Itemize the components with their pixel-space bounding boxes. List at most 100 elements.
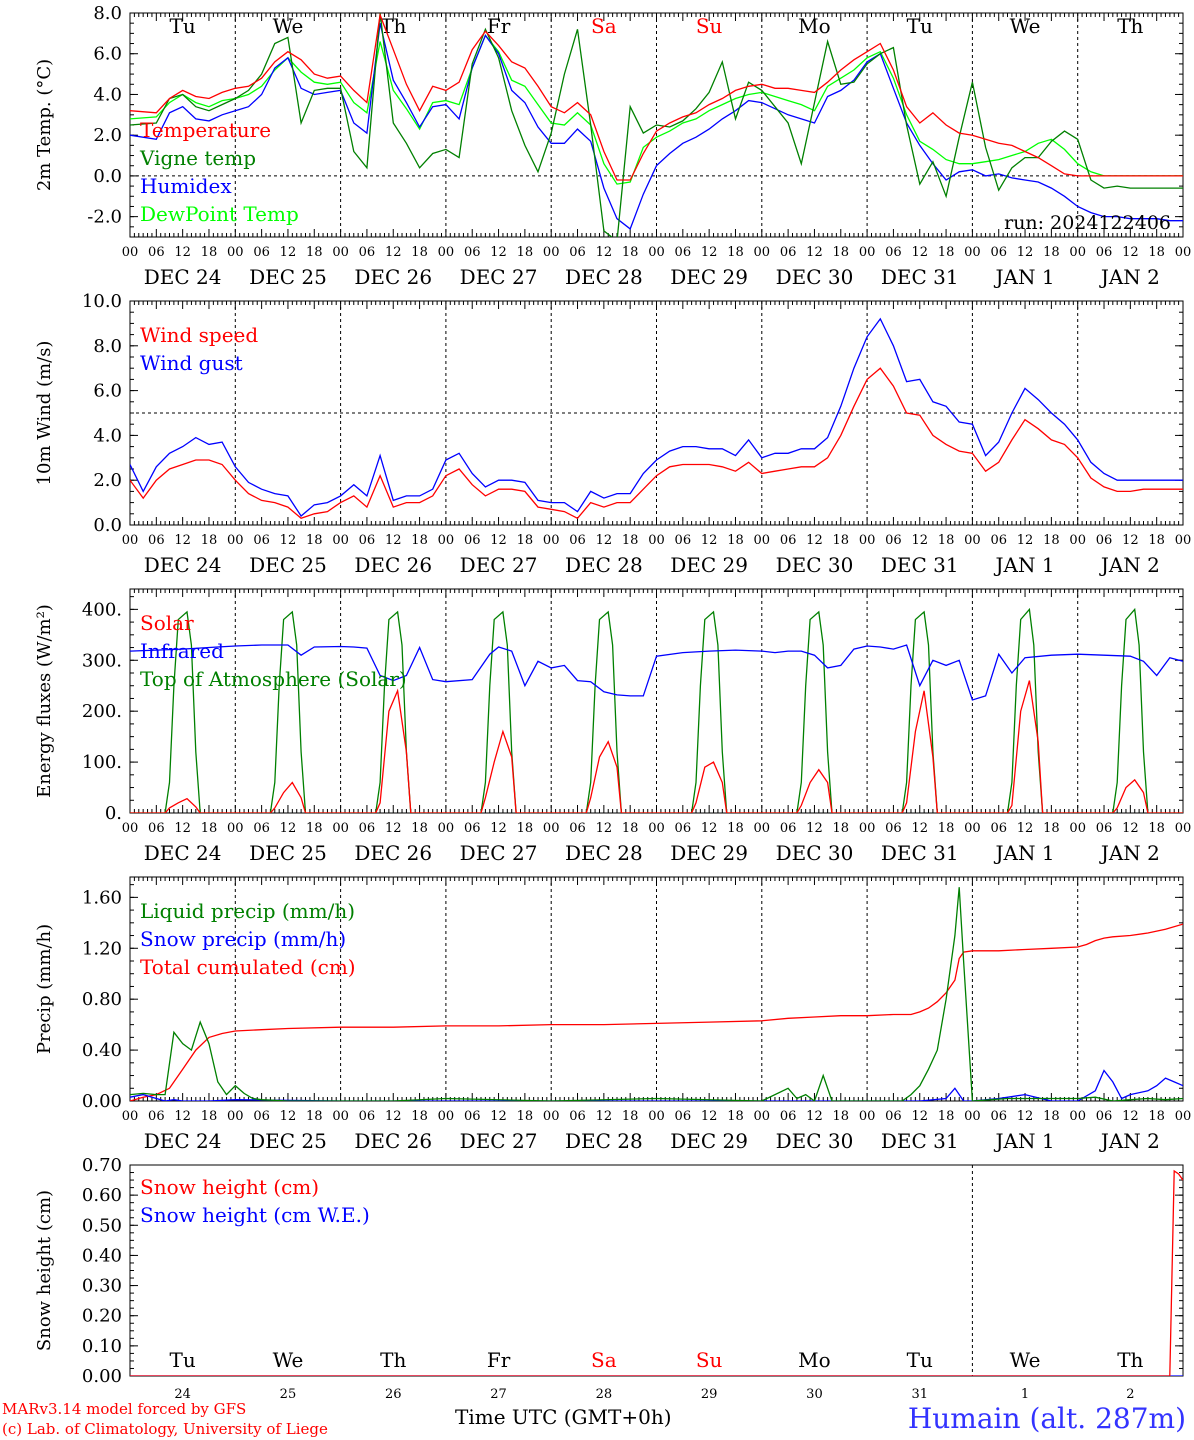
chart-panel-5: 0.70 0.60 0.50 0.40 0.30 0.20 0.10 0.00 Snow hei… (34, 1155, 1184, 1402)
hour-label: 00 (543, 245, 560, 260)
legend-entry: Humidex (140, 174, 232, 198)
series-line-infrared (130, 644, 1183, 701)
hour-label: 00 (332, 821, 349, 836)
hour-label: 12 (596, 1109, 613, 1124)
hour-label: 06 (359, 1109, 376, 1124)
hour-label: 00 (1175, 245, 1192, 260)
series-line-top-of-atmosphere-solar- (130, 607, 1183, 813)
series-line-dewpoint-temp (130, 34, 1183, 185)
hour-label: 06 (253, 1109, 270, 1124)
date-label: JAN 2 (1099, 265, 1160, 289)
hour-label: 00 (438, 1109, 455, 1124)
hour-label: 12 (1017, 1109, 1034, 1124)
station-name: Humain (alt. 287m) (907, 1402, 1186, 1435)
y-tick-label: 0. (105, 803, 122, 824)
series-line-humidex (130, 23, 1183, 230)
hour-label: 06 (464, 533, 481, 548)
hour-label: 12 (385, 821, 402, 836)
date-label: DEC 27 (460, 553, 538, 577)
hour-label: 18 (833, 245, 850, 260)
hour-label: 06 (780, 1109, 797, 1124)
y-tick-label: 0.60 (82, 1185, 122, 1206)
hour-label: 06 (1096, 245, 1113, 260)
legend-entry: Temperature (140, 118, 271, 142)
hour-label: 06 (359, 245, 376, 260)
hour-label: 00 (754, 533, 771, 548)
hour-label: 12 (174, 533, 191, 548)
hour-label: 18 (411, 245, 428, 260)
hour-label: 00 (332, 1109, 349, 1124)
y-tick-label: 1.60 (82, 887, 122, 908)
weekday-label: Fr (487, 14, 511, 38)
hour-label: 06 (990, 821, 1007, 836)
hour-label: 00 (438, 821, 455, 836)
date-label: DEC 30 (776, 1129, 854, 1153)
legend-entry: Total cumulated (cm) (140, 955, 356, 979)
hour-label: 00 (648, 1109, 665, 1124)
chart-panel-4: 1.60 1.20 0.80 0.40 0.00 Precip (mm/h) 00 06 12 1… (34, 876, 1191, 1153)
date-label: JAN 1 (994, 265, 1055, 289)
series-line-total-cumulated-cm- (130, 923, 1183, 1101)
date-label: JAN 1 (994, 1129, 1055, 1153)
hour-label: 00 (122, 821, 139, 836)
y-tick-label: 200. (82, 701, 122, 722)
y-tick-label: 2.0 (93, 125, 122, 146)
y-axis-label: 10m Wind (m/s) (34, 341, 55, 486)
day-number-label: 27 (490, 1387, 507, 1402)
hour-label: 12 (174, 245, 191, 260)
hour-label: 18 (201, 533, 218, 548)
hour-label: 12 (280, 533, 297, 548)
weekday-label: Sa (591, 1348, 617, 1372)
weekday-label: Su (696, 1348, 723, 1372)
hour-label: 12 (385, 533, 402, 548)
hour-label: 00 (122, 245, 139, 260)
series-line-wind-gust (130, 317, 1183, 517)
hour-label: 00 (1175, 821, 1192, 836)
day-number-label: 25 (280, 1387, 297, 1402)
hour-label: 18 (833, 821, 850, 836)
weekday-label: We (1010, 14, 1041, 38)
hour-label: 06 (253, 533, 270, 548)
y-tick-label: 0.0 (93, 515, 122, 536)
hour-label: 18 (938, 533, 955, 548)
hour-label: 00 (227, 533, 244, 548)
weekday-label: Su (696, 14, 723, 38)
date-label: DEC 30 (776, 553, 854, 577)
hour-label: 06 (990, 1109, 1007, 1124)
y-tick-label: 0.50 (82, 1215, 122, 1236)
day-number-label: 1 (1021, 1387, 1029, 1402)
date-label: DEC 25 (249, 1129, 327, 1153)
legend-entry: Wind gust (140, 351, 243, 375)
y-tick-label: 100. (82, 752, 122, 773)
hour-label: 00 (543, 821, 560, 836)
date-label: DEC 26 (354, 553, 432, 577)
hour-label: 18 (517, 245, 534, 260)
hour-label: 00 (859, 1109, 876, 1124)
y-axis-label: Precip (mm/h) (34, 924, 55, 1054)
date-label: DEC 24 (144, 265, 222, 289)
hour-label: 12 (911, 533, 928, 548)
hour-label: 18 (517, 1109, 534, 1124)
hour-label: 00 (964, 821, 981, 836)
hour-label: 18 (411, 1109, 428, 1124)
chart-panel-1: 8.0 6.0 4.0 2.0 0.0 -2.0 2m Temp. (°C) 00 06 12 18… (34, 3, 1191, 289)
hour-label: 12 (911, 1109, 928, 1124)
hour-label: 18 (201, 821, 218, 836)
hour-label: 06 (885, 245, 902, 260)
hour-label: 00 (964, 245, 981, 260)
hour-label: 18 (306, 245, 323, 260)
hour-label: 00 (543, 1109, 560, 1124)
y-tick-label: 300. (82, 650, 122, 671)
date-label: JAN 2 (1099, 553, 1160, 577)
hour-label: 18 (1043, 821, 1060, 836)
date-label: JAN 2 (1099, 1129, 1160, 1153)
hour-label: 12 (280, 245, 297, 260)
hour-label: 06 (675, 821, 692, 836)
hour-label: 12 (490, 1109, 507, 1124)
hour-label: 06 (569, 245, 586, 260)
hour-label: 00 (648, 821, 665, 836)
y-tick-label: 0.40 (82, 1245, 122, 1266)
hour-label: 12 (1122, 821, 1139, 836)
hour-label: 12 (385, 1109, 402, 1124)
